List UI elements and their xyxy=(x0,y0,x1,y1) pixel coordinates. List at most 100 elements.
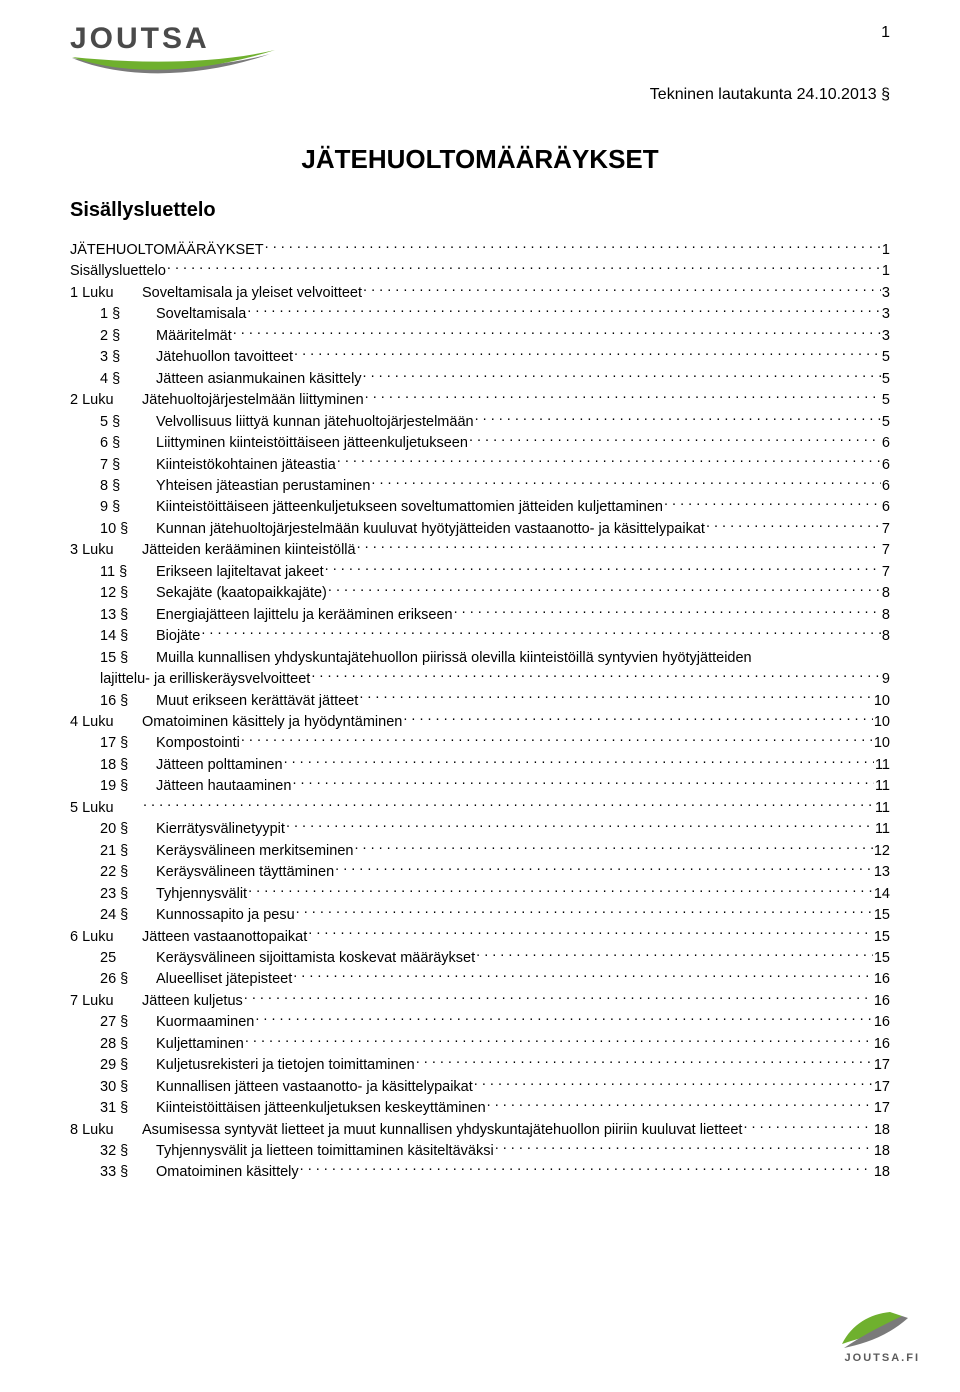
toc-entry-title: Jätteen vastaanottopaikat xyxy=(142,927,307,948)
toc-entry-title: Omatoiminen käsittely xyxy=(156,1162,299,1183)
toc-entry: 14 §Biojäte 8 xyxy=(70,626,890,647)
toc-leader-dots xyxy=(325,562,881,579)
toc-entry: 3 LukuJätteiden kerääminen kiinteistöllä… xyxy=(70,540,890,561)
toc-leader-dots xyxy=(454,605,881,622)
toc-entry: 27 §Kuormaaminen 16 xyxy=(70,1012,890,1033)
toc-entry-title: Yhteisen jäteastian perustaminen xyxy=(156,476,370,497)
toc-entry-page: 16 xyxy=(874,1012,890,1033)
toc-leader-dots xyxy=(328,583,881,600)
toc-leader-dots xyxy=(284,755,874,772)
toc-entry-label: 26 § xyxy=(100,969,156,990)
toc-entry: 2 LukuJätehuoltojärjestelmään liittymine… xyxy=(70,390,890,411)
toc-entry-page: 17 xyxy=(874,1055,890,1076)
toc-entry-title: Kuljettaminen xyxy=(156,1034,244,1055)
toc-entry: 12 §Sekajäte (kaatopaikkajäte) 8 xyxy=(70,583,890,604)
toc-entry-title: Asumisessa syntyvät lietteet ja muut kun… xyxy=(142,1120,742,1141)
toc-entry-title: Muut erikseen kerättävät jätteet xyxy=(156,691,358,712)
toc-entry-title: Jätteiden kerääminen kiinteistöllä xyxy=(142,540,356,561)
toc-leader-dots xyxy=(143,798,874,815)
logo: JOUTSA xyxy=(70,24,270,74)
toc-entry-title: Jätteen polttaminen xyxy=(156,755,283,776)
toc-entry-page: 8 xyxy=(882,605,890,626)
toc-entry-page: 7 xyxy=(882,519,890,540)
toc-entry-label: 6 § xyxy=(100,433,156,454)
toc-entry-page: 15 xyxy=(874,905,890,926)
toc-entry: 4 LukuOmatoiminen käsittely ja hyödyntäm… xyxy=(70,712,890,733)
toc-entry-label: 12 § xyxy=(100,583,156,604)
toc-leader-dots xyxy=(365,390,881,407)
toc-entry-page: 14 xyxy=(874,884,890,905)
toc-entry-page: 15 xyxy=(874,948,890,969)
toc-entry: 31 §Kiinteistöittäisen jätteenkuljetukse… xyxy=(70,1098,890,1119)
toc-entry-page: 18 xyxy=(874,1141,890,1162)
toc-leader-dots xyxy=(294,347,881,364)
toc-leader-dots xyxy=(337,455,881,472)
toc-entry-title: Kunnan jätehuoltojärjestelmään kuuluvat … xyxy=(156,519,705,540)
toc-entry-label: 7 § xyxy=(100,455,156,476)
toc-entry: 11 §Erikseen lajiteltavat jakeet 7 xyxy=(70,562,890,583)
toc-entry-label: 10 § xyxy=(100,519,156,540)
toc-entry-label: 2 § xyxy=(100,326,156,347)
toc-entry-label: 27 § xyxy=(100,1012,156,1033)
toc-entry-title: Omatoiminen käsittely ja hyödyntäminen xyxy=(142,712,402,733)
toc-entry-title: Alueelliset jätepisteet xyxy=(156,969,292,990)
toc-entry-label: 13 § xyxy=(100,605,156,626)
toc-entry-page: 3 xyxy=(882,283,890,304)
toc-leader-dots xyxy=(247,304,881,321)
toc-entry: 5 §Velvollisuus liittyä kunnan jätehuolt… xyxy=(70,412,890,433)
toc-entry-page: 11 xyxy=(875,819,890,840)
toc-leader-dots xyxy=(245,1034,873,1051)
toc-entry-label: 32 § xyxy=(100,1141,156,1162)
toc-entry-label: 22 § xyxy=(100,862,156,883)
toc-entry-page: 5 xyxy=(882,412,890,433)
toc-entry: 15 §Muilla kunnallisen yhdyskuntajätehuo… xyxy=(70,648,890,669)
toc-heading: Sisällysluettelo xyxy=(70,199,890,222)
toc-entry: 13 §Energiajätteen lajittelu ja keräämin… xyxy=(70,605,890,626)
document-title: JÄTEHUOLTOMÄÄRÄYKSET xyxy=(70,144,890,175)
toc-entry-title: JÄTEHUOLTOMÄÄRÄYKSET xyxy=(70,240,264,261)
toc-entry-title: lajittelu- ja erilliskeräysvelvoitteet xyxy=(100,669,310,690)
toc-entry-page: 6 xyxy=(882,476,890,497)
toc-entry-title: Soveltamisala xyxy=(156,304,246,325)
toc-entry: 22 §Keräysvälineen täyttäminen 13 xyxy=(70,862,890,883)
toc-leader-dots xyxy=(265,240,881,257)
toc-entry: lajittelu- ja erilliskeräysvelvoitteet 9 xyxy=(70,669,890,690)
toc-entry-page: 16 xyxy=(874,991,890,1012)
toc-leader-dots xyxy=(403,712,873,729)
toc-entry-title: Jätteen kuljetus xyxy=(142,991,243,1012)
toc-leader-dots xyxy=(487,1098,873,1115)
toc-entry: 9 §Kiinteistöittäiseen jätteenkuljetukse… xyxy=(70,497,890,518)
toc-entry: 30 §Kunnallisen jätteen vastaanotto- ja … xyxy=(70,1077,890,1098)
toc-entry: 20 §Kierrätysvälinetyypit 11 xyxy=(70,819,890,840)
toc-entry-label: 17 § xyxy=(100,733,156,754)
toc-entry-title: Kiinteistöittäiseen jätteenkuljetukseen … xyxy=(156,497,663,518)
toc-leader-dots xyxy=(354,841,872,858)
toc-entry-label: 18 § xyxy=(100,755,156,776)
toc-leader-dots xyxy=(233,326,881,343)
toc-entry-title: Kuormaaminen xyxy=(156,1012,254,1033)
toc-entry-label: 5 Luku xyxy=(70,798,142,819)
toc-entry-label: 25 xyxy=(100,948,156,969)
toc-entry-label: 6 Luku xyxy=(70,927,142,948)
toc-entry-page: 3 xyxy=(882,304,890,325)
toc-entry: 23 §Tyhjennysvälit 14 xyxy=(70,884,890,905)
toc-entry: Sisällysluettelo 1 xyxy=(70,261,890,282)
footer-leaf-icon xyxy=(830,1306,920,1354)
toc-entry-page: 5 xyxy=(882,347,890,368)
logo-swoosh-icon xyxy=(70,50,280,80)
toc-entry-label: 15 § xyxy=(100,648,156,669)
toc-entry-label: 14 § xyxy=(100,626,156,647)
toc-entry-title: Kiinteistöittäisen jätteenkuljetuksen ke… xyxy=(156,1098,486,1119)
toc-entry-page: 16 xyxy=(874,1034,890,1055)
toc-entry-title: Määritelmät xyxy=(156,326,232,347)
toc-entry-page: 15 xyxy=(874,927,890,948)
toc-entry-title: Kuljetusrekisteri ja tietojen toimittami… xyxy=(156,1055,415,1076)
toc-leader-dots xyxy=(311,669,881,686)
toc-entry-page: 1 xyxy=(882,240,890,261)
toc-entry: 3 §Jätehuollon tavoitteet 5 xyxy=(70,347,890,368)
footer-text: JOUTSA.FI xyxy=(830,1352,920,1364)
toc-entry-page: 5 xyxy=(882,369,890,390)
toc-leader-dots xyxy=(296,905,873,922)
toc-entry-title: Kunnossapito ja pesu xyxy=(156,905,295,926)
toc-entry-label: 3 § xyxy=(100,347,156,368)
